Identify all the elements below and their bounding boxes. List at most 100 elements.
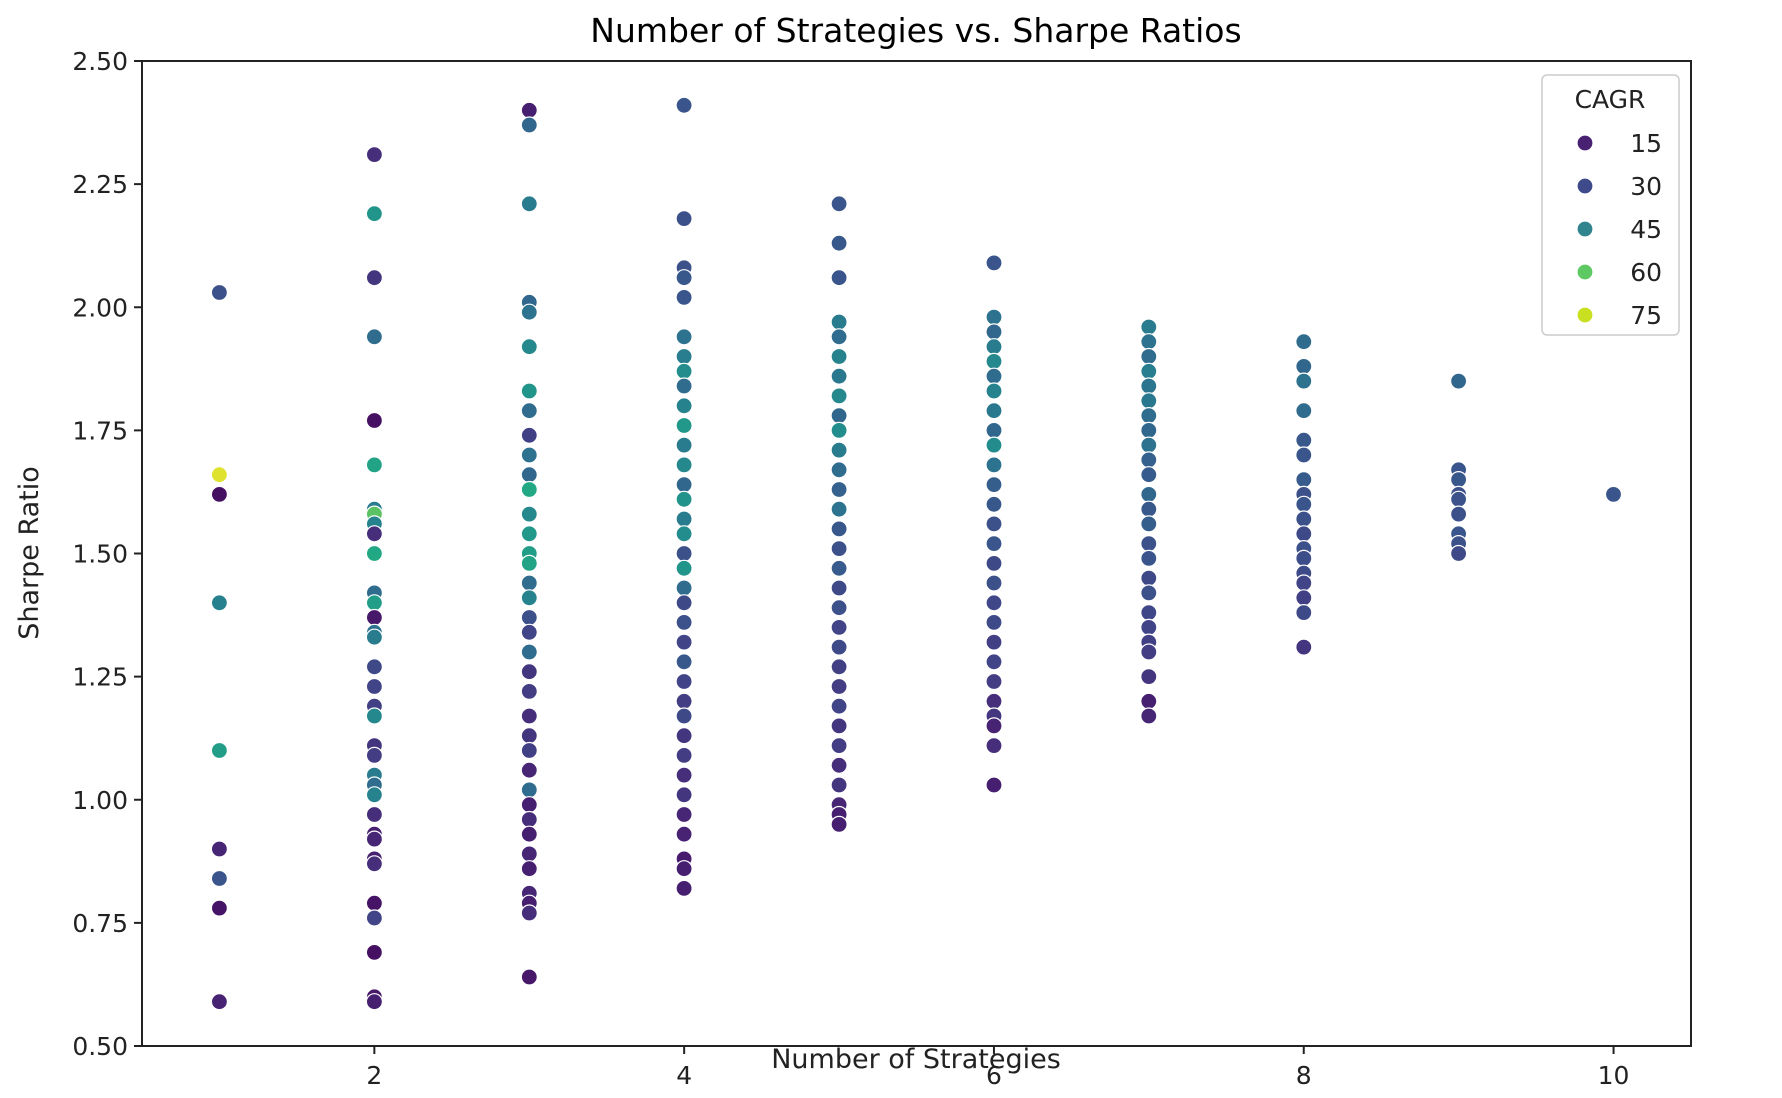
data-point — [520, 608, 538, 627]
data-point — [520, 402, 538, 420]
data-point — [830, 313, 848, 331]
data-point — [520, 623, 538, 641]
y-tick-label: 1.50 — [72, 540, 128, 569]
data-point — [520, 116, 538, 134]
legend-entry-label: 75 — [1630, 301, 1662, 330]
data-point — [1295, 510, 1313, 528]
data-point — [830, 638, 848, 656]
data-point — [675, 613, 693, 632]
data-point — [830, 539, 848, 558]
data-point — [520, 761, 538, 779]
data-point — [985, 436, 1003, 454]
data-point — [830, 677, 848, 696]
data-point — [1449, 372, 1468, 390]
data-point — [210, 741, 228, 760]
data-point — [520, 466, 538, 484]
data-point — [1449, 490, 1468, 508]
data-point — [830, 559, 848, 577]
data-point — [985, 613, 1003, 632]
data-point — [365, 909, 383, 927]
data-point — [675, 879, 693, 898]
data-point — [675, 210, 693, 228]
data-point — [365, 146, 383, 164]
legend-title: CAGR — [1575, 85, 1646, 114]
data-point — [1140, 569, 1158, 587]
data-point — [520, 727, 538, 745]
data-point — [520, 741, 538, 760]
y-axis-label: Sharpe Ratio — [14, 466, 45, 640]
data-point — [520, 682, 538, 701]
data-point — [1140, 667, 1158, 686]
data-point — [520, 446, 538, 464]
data-point — [1140, 436, 1158, 454]
data-point — [985, 254, 1003, 272]
data-point — [1140, 333, 1158, 351]
data-point — [830, 815, 848, 834]
data-point — [1295, 589, 1313, 607]
data-point — [830, 618, 848, 637]
data-point — [1140, 318, 1158, 336]
data-point — [520, 968, 538, 986]
data-point — [985, 323, 1003, 341]
x-tick-label: 2 — [366, 1061, 382, 1090]
data-point — [675, 860, 693, 878]
data-point — [830, 579, 848, 597]
data-point — [520, 574, 538, 592]
data-point — [830, 269, 848, 287]
data-point — [830, 441, 848, 459]
data-point — [830, 407, 848, 425]
data-point — [365, 628, 383, 646]
y-tick-label: 2.00 — [72, 293, 128, 322]
data-point — [675, 288, 693, 306]
data-point — [1295, 446, 1313, 464]
data-point — [1140, 347, 1158, 366]
data-point — [675, 476, 693, 494]
data-point — [985, 456, 1003, 474]
data-point — [1449, 505, 1468, 523]
data-point — [830, 195, 848, 213]
data-point — [1295, 495, 1313, 513]
data-point — [830, 461, 848, 479]
data-point — [985, 672, 1003, 691]
data-point — [520, 781, 538, 799]
data-point — [1140, 407, 1158, 425]
data-point — [1295, 603, 1313, 622]
data-point — [520, 303, 538, 321]
data-point — [830, 697, 848, 715]
legend-marker-icon — [1576, 177, 1594, 195]
legend-marker-icon — [1576, 306, 1594, 324]
data-point — [675, 633, 693, 651]
data-point — [520, 810, 538, 829]
x-axis-label: Number of Strategies — [771, 1044, 1061, 1075]
data-point — [675, 96, 693, 114]
data-point — [1140, 584, 1158, 602]
data-point — [365, 894, 383, 912]
data-point — [1449, 544, 1468, 563]
data-point — [210, 869, 228, 888]
legend-marker-icon — [1576, 134, 1594, 152]
y-tick-label: 1.25 — [72, 663, 128, 692]
data-point — [365, 805, 383, 824]
data-point — [985, 338, 1003, 356]
data-point — [675, 653, 693, 671]
data-point — [365, 707, 383, 725]
data-point — [1140, 692, 1158, 710]
y-tick-label: 0.50 — [72, 1032, 128, 1061]
legend: CAGR 15 30 45 60 75 — [1541, 74, 1680, 336]
data-point — [520, 707, 538, 725]
data-point — [830, 347, 848, 366]
y-tick-label: 2.25 — [72, 170, 128, 199]
data-point — [365, 746, 383, 765]
data-point — [210, 485, 228, 503]
data-point — [210, 594, 228, 612]
data-point — [675, 746, 693, 765]
data-point — [830, 776, 848, 794]
legend-entry-label: 15 — [1630, 129, 1662, 158]
data-point — [365, 786, 383, 804]
data-point — [675, 510, 693, 528]
data-point — [1140, 707, 1158, 725]
y-tick-label: 1.00 — [72, 786, 128, 815]
data-point — [1295, 357, 1313, 375]
legend-marker-icon — [1576, 220, 1594, 238]
